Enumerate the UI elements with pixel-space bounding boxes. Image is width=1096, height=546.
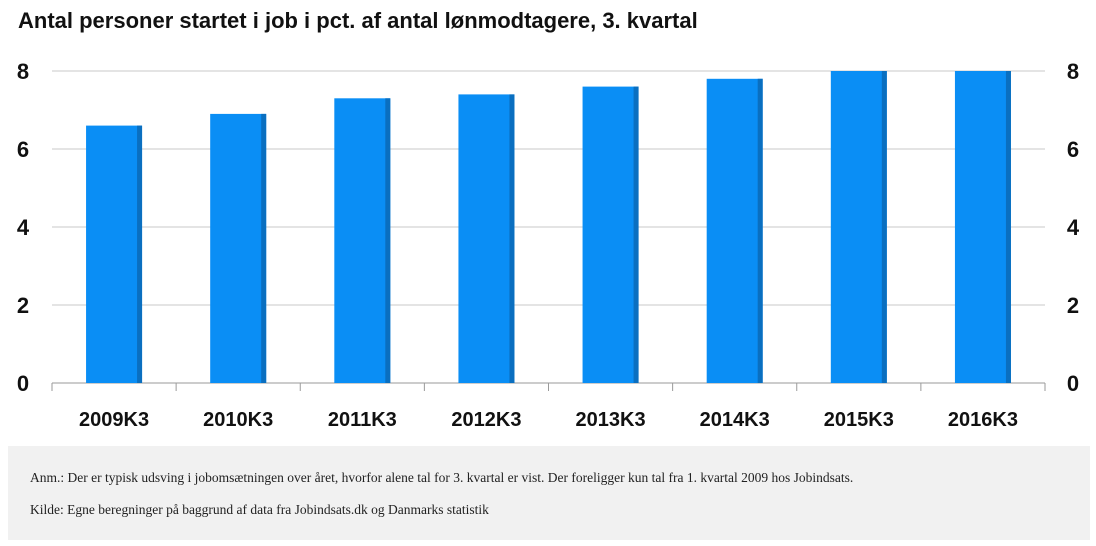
x-tick-label: 2011K3 bbox=[328, 409, 397, 431]
y-tick-label-left: 2 bbox=[17, 293, 29, 318]
bar bbox=[582, 86, 639, 383]
bar bbox=[210, 113, 267, 384]
bar-shade bbox=[633, 86, 639, 383]
y-tick-label-right: 8 bbox=[1067, 59, 1079, 84]
bar-shade bbox=[1005, 71, 1011, 383]
bar bbox=[830, 71, 887, 383]
note-kilde: Kilde: Egne beregninger på baggrund af d… bbox=[30, 502, 489, 517]
x-tick-label: 2013K3 bbox=[576, 409, 646, 431]
y-tick-label-right: 0 bbox=[1067, 371, 1079, 396]
bar bbox=[954, 71, 1011, 383]
y-tick-label-left: 4 bbox=[17, 215, 30, 240]
gridlines bbox=[52, 70, 1045, 384]
bar-shade bbox=[137, 125, 143, 383]
x-tick-label: 2016K3 bbox=[948, 409, 1018, 431]
y-tick-label-right: 6 bbox=[1067, 137, 1079, 162]
y-tick-label-right: 4 bbox=[1067, 215, 1080, 240]
bar bbox=[86, 125, 143, 383]
x-tick-label: 2012K3 bbox=[451, 409, 521, 431]
bar-shade bbox=[509, 94, 515, 384]
note-anm: Anm.: Der er typisk udsving i jobomsætni… bbox=[30, 470, 854, 485]
bar-shade bbox=[385, 98, 391, 384]
y-tick-label-left: 8 bbox=[17, 59, 29, 84]
x-tick-label: 2015K3 bbox=[824, 409, 894, 431]
bar bbox=[334, 98, 391, 384]
chart-title: Antal personer startet i job i pct. af a… bbox=[18, 8, 698, 33]
y-tick-label-left: 6 bbox=[17, 137, 29, 162]
y-tick-label-right: 2 bbox=[1067, 293, 1079, 318]
notes-box: Anm.: Der er typisk udsving i jobomsætni… bbox=[8, 446, 1090, 540]
bar-shade bbox=[261, 113, 267, 384]
y-tick-label-left: 0 bbox=[17, 371, 29, 396]
bar-shade bbox=[881, 71, 887, 383]
bar-shade bbox=[757, 78, 763, 384]
x-axis: 2009K3 2010K3 2011K3 2012K3 2013K3 2014K3 2015… bbox=[51, 383, 1046, 431]
bars bbox=[86, 71, 1011, 384]
x-tick-label: 2010K3 bbox=[203, 409, 273, 431]
x-tick-label: 2014K3 bbox=[700, 409, 770, 431]
bar bbox=[706, 78, 763, 384]
y-axis-right: 0 2 4 6 8 bbox=[1067, 59, 1080, 396]
y-axis-left: 0 2 4 6 8 bbox=[17, 59, 30, 396]
x-tick-label: 2009K3 bbox=[79, 409, 149, 431]
bar-chart: 0 2 4 6 8 0 2 4 6 8 2009K3 2010K3 2011K3 2012K3 2013… bbox=[17, 59, 1080, 431]
bar bbox=[458, 94, 515, 384]
